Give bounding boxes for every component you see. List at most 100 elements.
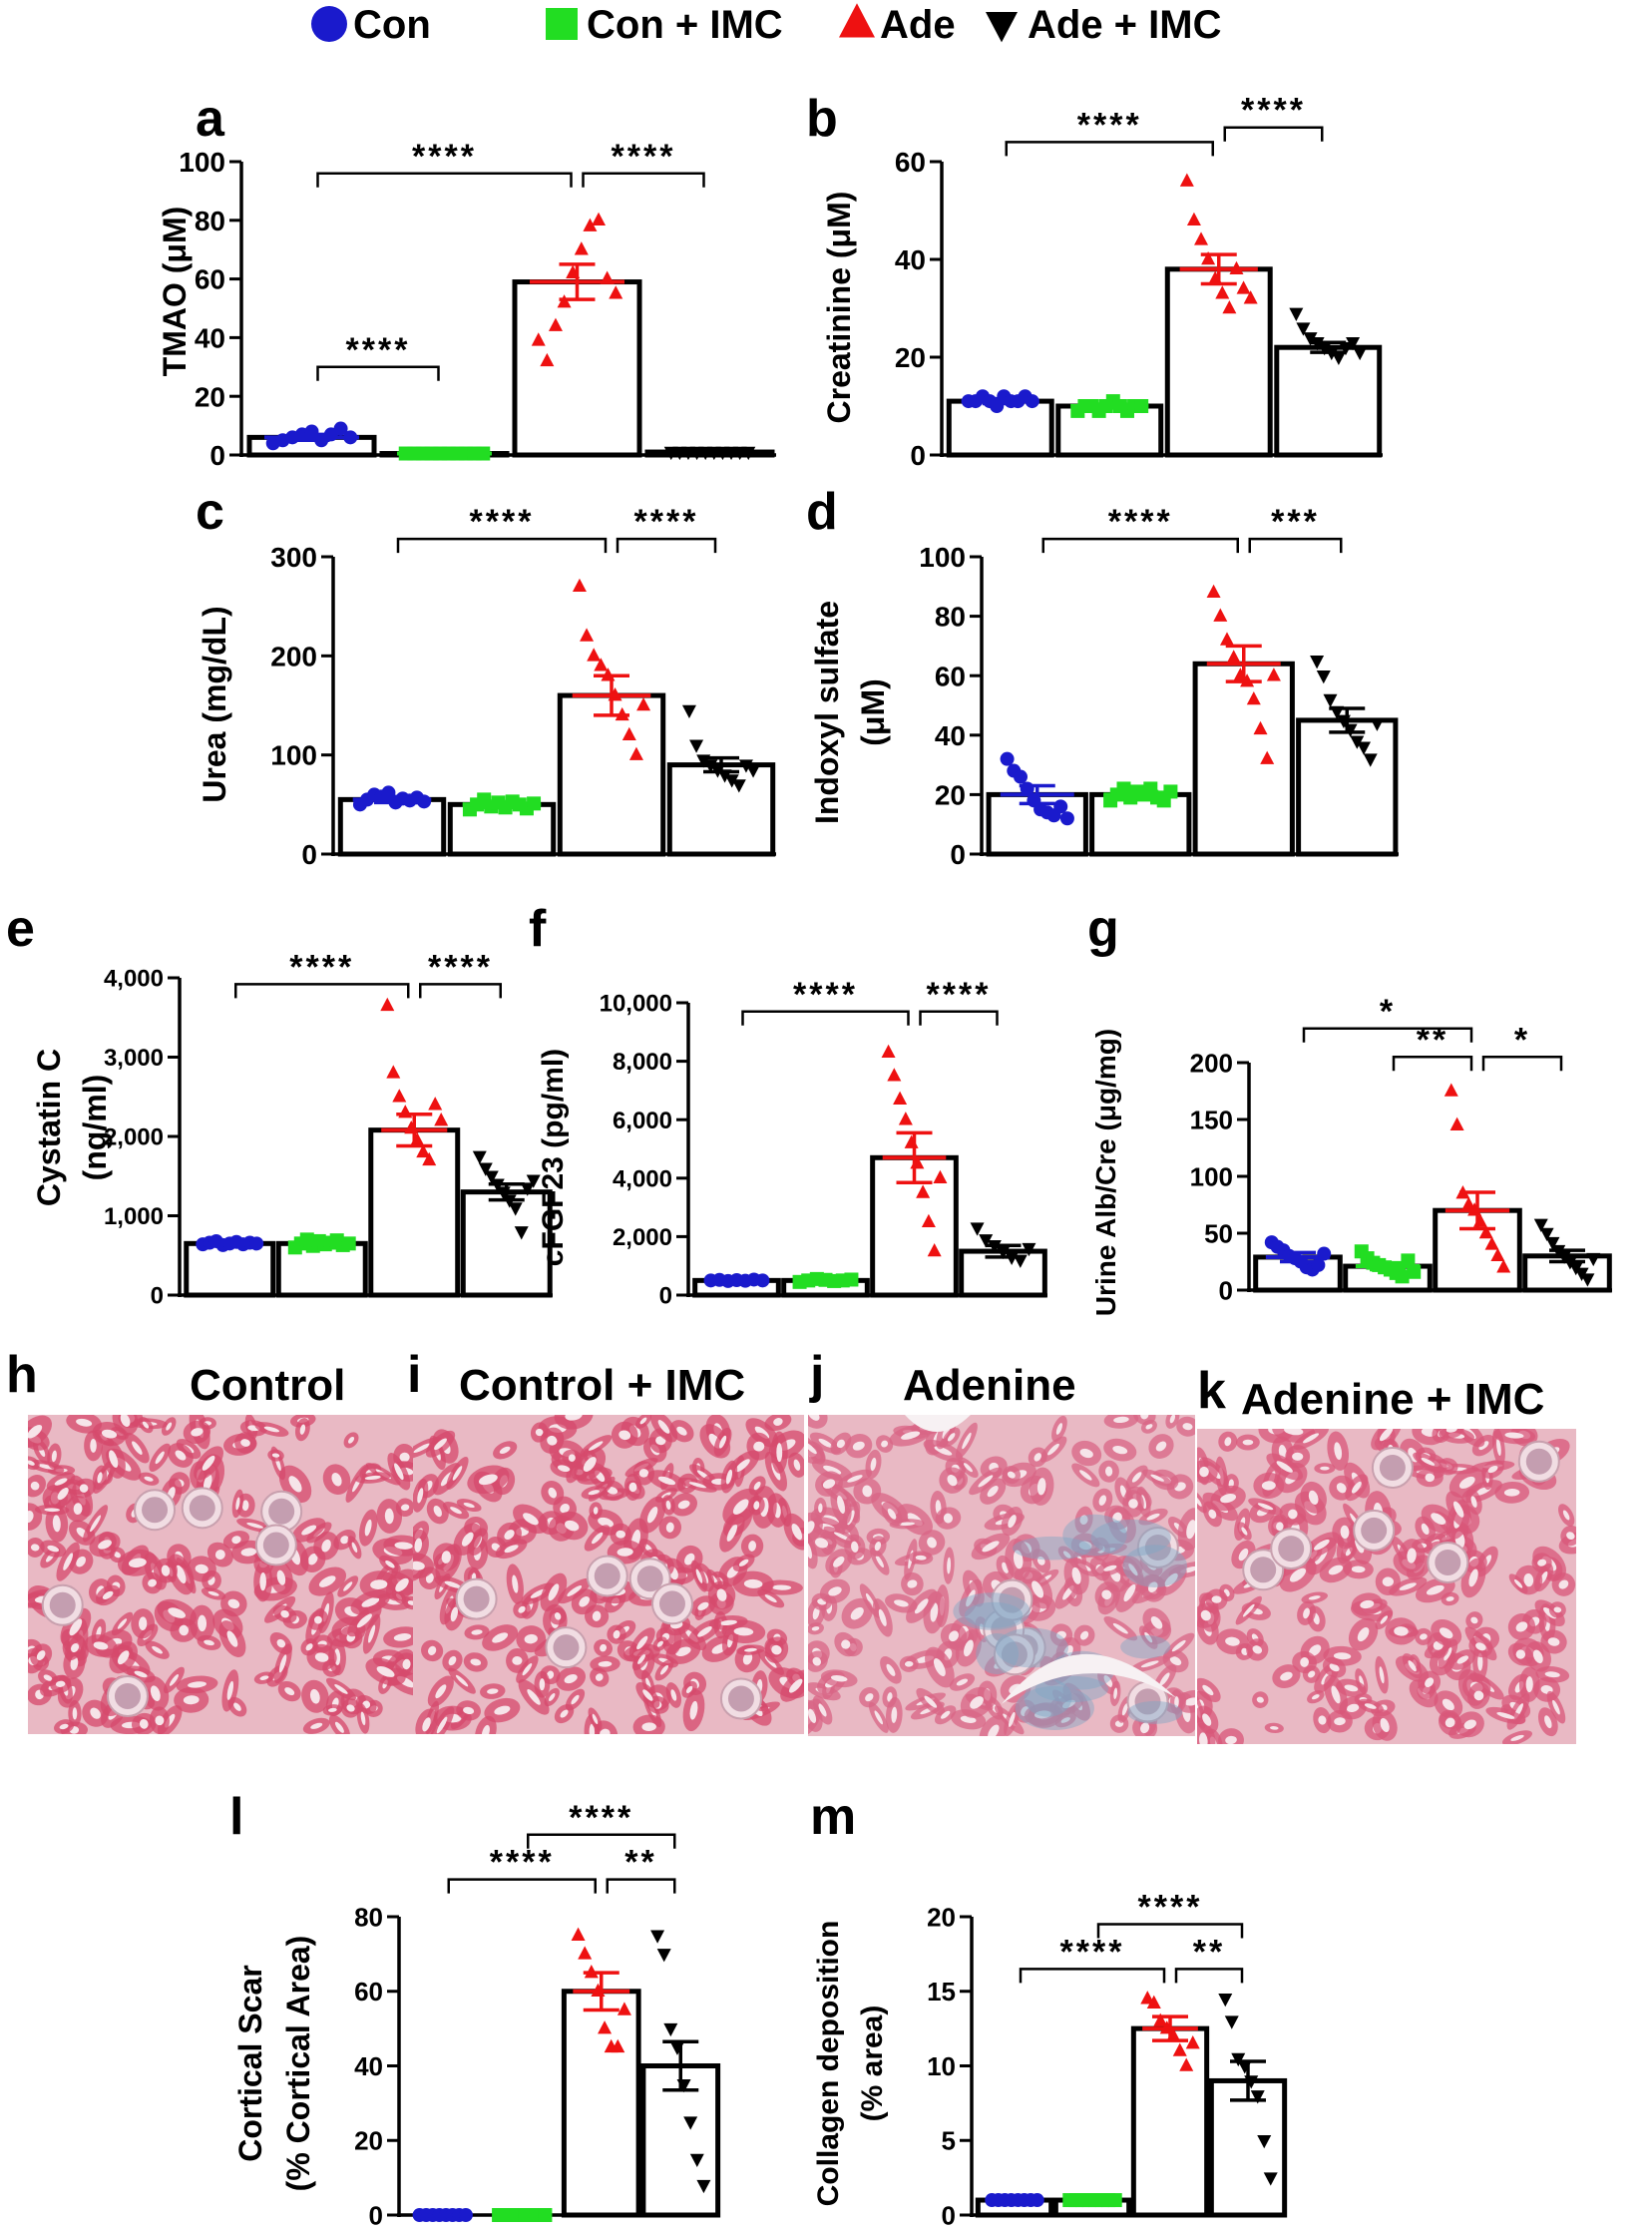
tubule-lumen bbox=[138, 1616, 148, 1630]
bar-ade bbox=[1192, 661, 1295, 857]
tubule-lumen bbox=[1504, 1432, 1524, 1439]
tubule-lumen bbox=[28, 1511, 34, 1524]
point-ade-imc bbox=[746, 764, 761, 778]
tissue-image bbox=[413, 1415, 804, 1734]
tubule-lumen bbox=[1553, 1606, 1562, 1613]
tubule-lumen bbox=[117, 1618, 128, 1629]
point-ade bbox=[1219, 632, 1234, 646]
tubule-lumen bbox=[168, 1607, 187, 1618]
point-ade bbox=[1484, 1236, 1499, 1250]
tubule-lumen bbox=[870, 1457, 877, 1472]
legend-marker bbox=[311, 6, 347, 42]
point-ade bbox=[380, 997, 395, 1012]
tubule-lumen bbox=[1079, 1470, 1092, 1481]
point-ade bbox=[1186, 212, 1201, 226]
point-con-imc bbox=[1407, 1264, 1422, 1279]
tubule-lumen bbox=[966, 1589, 976, 1607]
tubule-lumen bbox=[676, 1426, 687, 1436]
point-con bbox=[333, 421, 348, 436]
tubule-lumen bbox=[1131, 1472, 1142, 1483]
tubule-lumen bbox=[808, 1542, 812, 1560]
y-axis-label: Urea (mg/dL) bbox=[197, 606, 232, 802]
tubule-lumen bbox=[44, 1508, 60, 1513]
tubule-lumen bbox=[874, 1541, 882, 1552]
tubule-lumen bbox=[548, 1583, 560, 1601]
tubule-lumen bbox=[1113, 1687, 1118, 1699]
tubule-lumen bbox=[198, 1614, 207, 1632]
tubule-lumen bbox=[948, 1630, 959, 1642]
tubule-lumen bbox=[1182, 1423, 1193, 1431]
y-axis-label: TMAO (μM) bbox=[157, 207, 193, 377]
tubule-lumen bbox=[28, 1460, 35, 1466]
y-tick-label: 80 bbox=[195, 206, 225, 236]
tubule-lumen bbox=[1169, 1415, 1176, 1424]
tubule-lumen bbox=[1103, 1564, 1117, 1571]
point-ade bbox=[1260, 750, 1275, 764]
tubule-lumen bbox=[851, 1541, 859, 1553]
chart-b: b 0 20 40 60 Creatinine (μM) **** **** bbox=[806, 90, 1383, 471]
tubule-lumen bbox=[1238, 1548, 1249, 1562]
error-bar-ade-imc bbox=[681, 755, 761, 774]
tubule-lumen bbox=[549, 1692, 556, 1702]
significance-bracket: **** bbox=[1041, 503, 1239, 554]
tubule-lumen bbox=[987, 1486, 999, 1498]
bracket-line bbox=[396, 537, 608, 554]
tubule-lumen bbox=[642, 1689, 653, 1701]
tubule-lumen bbox=[1280, 1671, 1293, 1681]
tubule-lumen bbox=[773, 1418, 783, 1426]
significance-bracket: **** bbox=[396, 503, 608, 554]
error-bar-con bbox=[263, 432, 360, 443]
tubule-lumen bbox=[588, 1490, 601, 1496]
tubule-lumen bbox=[697, 1626, 712, 1637]
point-ade-imc bbox=[1539, 1227, 1554, 1242]
tubule-lumen bbox=[899, 1522, 915, 1527]
tubule-lumen bbox=[436, 1716, 448, 1734]
point-ade bbox=[1253, 720, 1268, 735]
tubule-lumen bbox=[1071, 1566, 1081, 1584]
collagen-area bbox=[976, 1632, 1020, 1675]
point-ade-imc bbox=[1533, 1218, 1548, 1232]
panel-letter-c: c bbox=[196, 483, 224, 541]
y-axis-label: Creatinine (μM) bbox=[821, 192, 857, 424]
tubule-lumen bbox=[1079, 1448, 1093, 1459]
tubule-lumen bbox=[73, 1503, 83, 1516]
tubule-lumen bbox=[1477, 1652, 1483, 1671]
tubule-lumen bbox=[641, 1722, 656, 1731]
tubule-lumen bbox=[1061, 1699, 1075, 1709]
bracket-line bbox=[234, 983, 410, 999]
point-ade bbox=[1496, 1259, 1511, 1273]
tubule-lumen bbox=[1047, 1443, 1059, 1456]
bracket-line bbox=[316, 172, 573, 188]
tubule-lumen bbox=[776, 1443, 783, 1463]
error-bar-con bbox=[1265, 1250, 1331, 1264]
tissue-image bbox=[28, 1415, 417, 1734]
y-axis-label: Indoxyl sulfate bbox=[809, 601, 845, 824]
tubule-lumen bbox=[1470, 1496, 1477, 1508]
y-tick-label: 0 bbox=[659, 1283, 672, 1310]
tubule-lumen bbox=[956, 1678, 969, 1686]
tubule-lumen bbox=[512, 1574, 519, 1593]
error-bar-ade bbox=[1179, 252, 1258, 286]
tubule-lumen bbox=[1308, 1670, 1316, 1678]
bar-ade-imc bbox=[666, 762, 776, 857]
error-bar-con bbox=[987, 2196, 1042, 2204]
panel-letter-d: d bbox=[806, 483, 838, 541]
tubule-lumen bbox=[30, 1481, 40, 1491]
glomerulus-tuft bbox=[1250, 1557, 1277, 1583]
error-bar-con-imc bbox=[462, 799, 542, 810]
tubule-lumen bbox=[1261, 1481, 1276, 1491]
tubule-lumen bbox=[1515, 1649, 1526, 1659]
collagen-area bbox=[1013, 1536, 1091, 1561]
point-ade-imc bbox=[1353, 346, 1368, 361]
significance-bracket: ** bbox=[1174, 1933, 1244, 1984]
tubule-lumen bbox=[394, 1463, 404, 1481]
tubule-lumen bbox=[1276, 1522, 1284, 1532]
y-tick-label: 3,000 bbox=[104, 1045, 164, 1072]
tubule-lumen bbox=[134, 1670, 148, 1678]
tubule-lumen bbox=[1103, 1674, 1113, 1687]
error-bar-ade bbox=[1445, 1190, 1510, 1231]
bar-con bbox=[184, 1240, 276, 1298]
panel-letter-m: m bbox=[810, 1788, 856, 1846]
error-bar-ade bbox=[1206, 644, 1281, 683]
tubule-lumen bbox=[393, 1633, 412, 1641]
